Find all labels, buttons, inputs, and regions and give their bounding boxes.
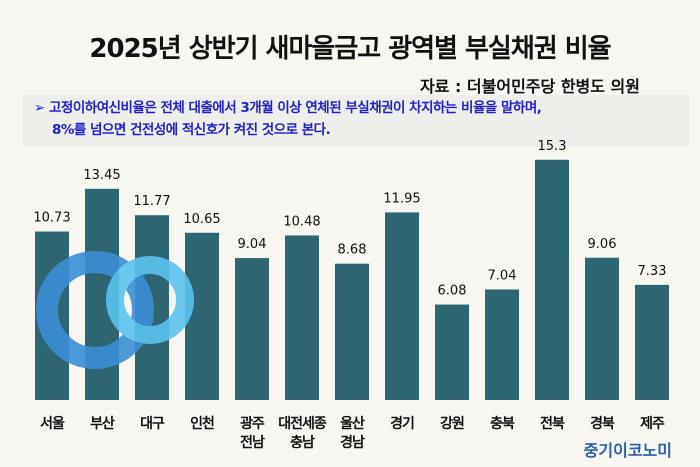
category-label: 광주 xyxy=(240,415,265,432)
bar-11 xyxy=(585,257,619,400)
arrow-marker-icon: ➢ xyxy=(34,100,45,116)
category-label: 서울 xyxy=(40,415,65,432)
bar-10 xyxy=(535,159,569,400)
category-label: 인천 xyxy=(190,415,214,432)
data-label: 10.48 xyxy=(283,214,320,229)
category-label: 충남 xyxy=(290,434,315,451)
bar-4 xyxy=(235,258,269,400)
bar-5 xyxy=(285,235,319,400)
category-label: 제주 xyxy=(640,416,665,432)
bar-12 xyxy=(635,284,669,400)
chart-title: 2025년 상반기 새마을금고 광역별 부실채권 비율 xyxy=(89,34,611,64)
data-label: 7.33 xyxy=(638,264,667,279)
category-label: 대구 xyxy=(140,416,165,432)
data-label: 10.65 xyxy=(183,212,220,227)
data-label: 8.68 xyxy=(338,243,367,258)
note-line-2: 8%를 넘으면 건전성에 적신호가 켜진 것으로 본다. xyxy=(52,122,331,138)
bar-7 xyxy=(385,212,419,400)
data-label: 11.95 xyxy=(383,191,420,206)
watermark-logo-icon xyxy=(36,251,194,369)
note-box: ➢ 고정이하여신비율은 전체 대출에서 3개월 이상 연체된 부실채권이 차지하… xyxy=(22,95,690,147)
category-label: 경북 xyxy=(590,415,615,432)
category-label: 충북 xyxy=(490,416,515,432)
category-label: 경기 xyxy=(390,415,414,432)
data-label: 9.06 xyxy=(588,237,617,252)
data-label: 9.04 xyxy=(238,237,267,252)
category-label: 강원 xyxy=(440,415,464,432)
data-label: 13.45 xyxy=(83,168,120,183)
data-label: 7.04 xyxy=(488,268,517,283)
data-label: 6.08 xyxy=(438,284,467,299)
brand-logo-text: 중기이코노미 xyxy=(583,441,672,460)
category-label: 울산 xyxy=(340,415,365,432)
category-label: 전남 xyxy=(240,434,265,451)
category-label: 경남 xyxy=(340,434,365,451)
category-label: 대전세종 xyxy=(278,415,327,432)
data-label: 11.77 xyxy=(133,194,170,209)
note-line-1: 고정이하여신비율은 전체 대출에서 3개월 이상 연체된 부실채권이 차지하는 … xyxy=(49,100,542,116)
bar-8 xyxy=(435,304,469,400)
bar-6 xyxy=(335,263,369,400)
category-label: 부산 xyxy=(90,415,115,432)
category-label: 전북 xyxy=(540,415,565,432)
bar-9 xyxy=(485,289,519,400)
source-label: 자료 : 더불어민주당 한병도 의원 xyxy=(419,77,640,96)
data-label: 15.3 xyxy=(538,139,567,154)
data-label: 10.73 xyxy=(33,211,70,226)
